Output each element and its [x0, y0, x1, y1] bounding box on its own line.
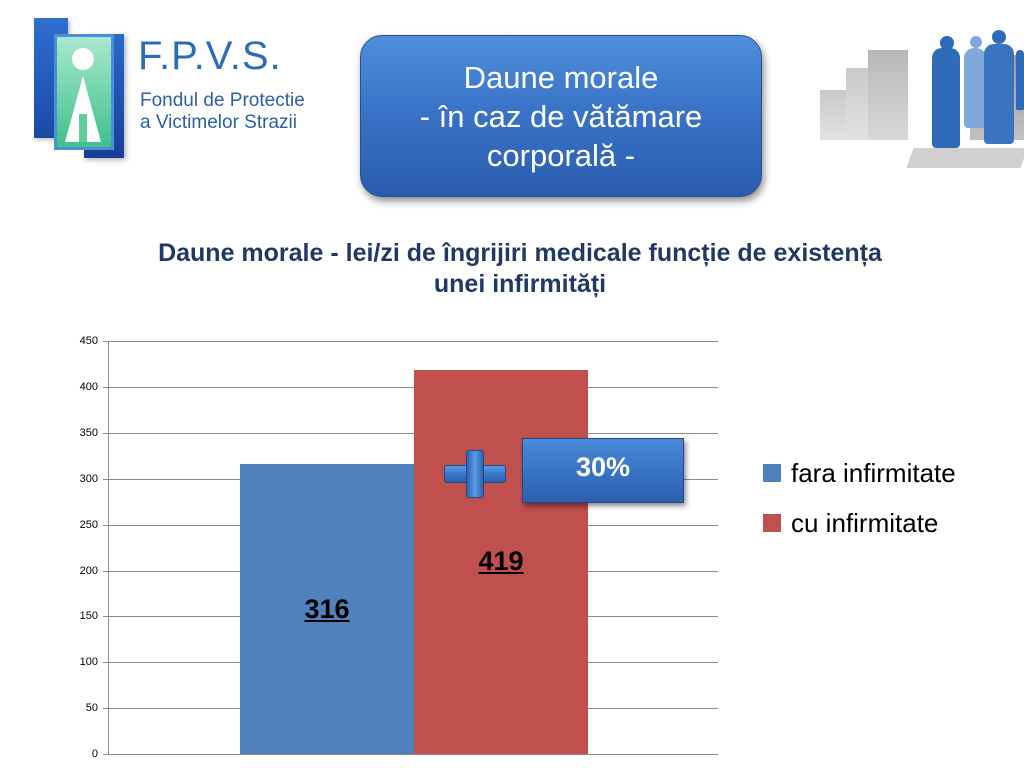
title-line3: corporală - [486, 137, 636, 173]
bar-fara-infirmitate [240, 464, 414, 754]
y-tick-400: 400 [79, 381, 98, 393]
logo-subtitle-line2: a Victimelor Strazii [140, 112, 297, 133]
y-tick-200: 200 [79, 565, 98, 577]
x-axis [103, 754, 718, 755]
title-line1: Daune morale [463, 59, 659, 95]
city-people-illustration [820, 20, 1024, 170]
y-tick-0: 0 [91, 748, 98, 760]
legend-label-fara: fara infirmitate [791, 457, 956, 488]
y-tick-50: 50 [85, 702, 98, 714]
legend-swatch-red [763, 514, 781, 532]
legend-item-fara: fara infirmitate [763, 448, 956, 498]
legend-label-cu: cu infirmitate [791, 507, 939, 538]
y-tick-100: 100 [79, 656, 98, 668]
y-tick-300: 300 [79, 473, 98, 485]
logo-subtitle-line1: Fondul de Protectie [140, 90, 305, 111]
increase-percent-box: 30% [522, 438, 684, 503]
gridline [103, 387, 718, 388]
plus-icon [444, 450, 506, 498]
y-tick-150: 150 [79, 610, 98, 622]
bar-value-fara: 316 [304, 594, 350, 624]
gridline [103, 433, 718, 434]
heading-line1: Daune morale - lei/zi de îngrijiri medic… [158, 239, 882, 267]
person-logo-icon [34, 18, 134, 158]
chart-heading: Daune morale - lei/zi de îngrijiri medic… [60, 238, 980, 300]
logo-title: F.P.V.S. [138, 34, 282, 78]
heading-line2: unei infirmități [433, 270, 607, 298]
y-tick-350: 350 [79, 427, 98, 439]
chart-legend: fara infirmitate cu infirmitate [763, 448, 956, 548]
y-axis [108, 341, 109, 755]
y-tick-450: 450 [79, 335, 98, 347]
title-line2: - în caz de vătămare [419, 98, 703, 134]
slide-title-box: Daune morale - în caz de vătămare corpor… [360, 35, 762, 197]
fpvs-logo: F.P.V.S. Fondul de Protectie a Victimelo… [30, 14, 350, 159]
legend-item-cu: cu infirmitate [763, 498, 956, 548]
y-tick-250: 250 [79, 519, 98, 531]
legend-swatch-blue [763, 464, 781, 482]
logo-subtitle: Fondul de Protectie a Victimelor Strazii [140, 90, 305, 134]
bar-value-cu: 419 [478, 546, 524, 576]
bar-cu-infirmitate [414, 370, 588, 754]
gridline [103, 341, 718, 342]
